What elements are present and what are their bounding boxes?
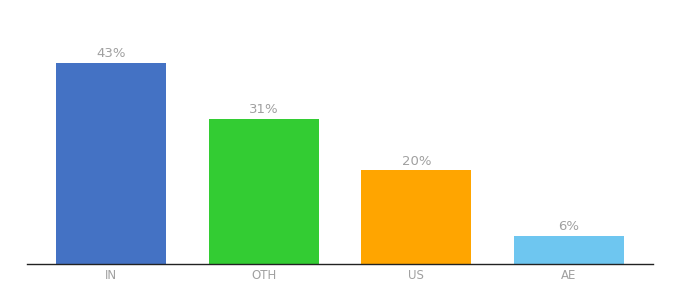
Text: 43%: 43%	[97, 47, 126, 60]
Text: 6%: 6%	[558, 220, 579, 233]
Bar	[56, 63, 166, 264]
Text: 20%: 20%	[402, 154, 431, 168]
Bar	[209, 119, 319, 264]
Bar	[514, 236, 624, 264]
Text: 31%: 31%	[249, 103, 279, 116]
Bar	[361, 170, 471, 264]
